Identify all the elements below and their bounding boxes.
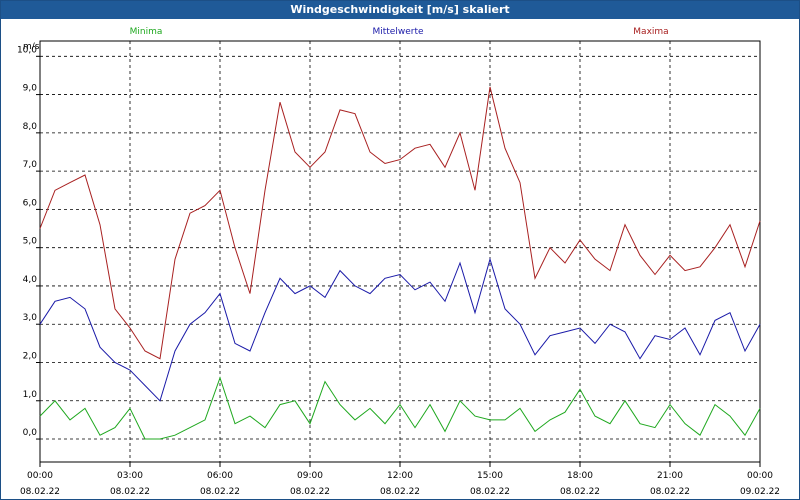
y-tick-label: 8,0 [23,122,38,132]
y-tick-label: 1,0 [23,390,38,400]
x-tick-time: 00:00 [27,471,53,481]
window-title: Windgeschwindigkeit [m/s] skaliert [1,1,799,19]
x-tick-date: 08.02.22 [20,487,60,497]
series-line-maxima [39,86,761,360]
x-tick-time: 12:00 [387,471,413,481]
y-tick-label: 2,0 [23,351,38,361]
x-tick-date: 08.02.22 [380,487,420,497]
series-line-mittelwerte [39,257,761,402]
grid-lines [40,41,760,462]
x-tick-time: 21:00 [657,471,683,481]
y-tick-label: 7,0 [23,160,38,170]
legend-minima: Minima [130,27,163,37]
y-tick-label: 10,0 [17,45,37,55]
series-line-minima [39,376,761,440]
y-tick-label: 5,0 [23,237,38,247]
y-tick-label: 6,0 [23,198,38,208]
x-tick-time: 09:00 [297,471,323,481]
legend-maxima: Maxima [633,27,668,37]
x-tick-date: 08.02.22 [560,487,600,497]
y-tick-label: 0,0 [23,428,38,438]
x-tick-time: 00:00 [747,471,773,481]
y-tick-labels: 0,0 1,0 2,0 3,0 4,0 5,0 6,0 7,0 8,0 9,0 10,0 [17,45,40,440]
x-tick-date: 08.02.22 [470,487,510,497]
x-tick-date: 08.02.22 [200,487,240,497]
x-tick-date: 08.02.22 [650,487,690,497]
y-tick-label: 4,0 [23,275,38,285]
x-tick-time: 15:00 [477,471,503,481]
x-tick-labels: 00:00 08.02.22 03:00 08.02.22 06:00 08.02.22 0… [20,462,780,497]
series-lines [39,86,761,440]
y-tick-label: 9,0 [23,84,38,94]
x-tick-date: 09.02.22 [740,487,780,497]
x-tick-time: 03:00 [117,471,143,481]
y-axis-unit: m/s [23,42,40,52]
x-tick-time: 06:00 [207,471,233,481]
x-tick-date: 08.02.22 [290,487,330,497]
x-tick-date: 08.02.22 [110,487,150,497]
legend-mittelwerte: Mittelwerte [372,27,423,37]
y-tick-label: 3,0 [23,313,38,323]
x-tick-time: 18:00 [567,471,593,481]
